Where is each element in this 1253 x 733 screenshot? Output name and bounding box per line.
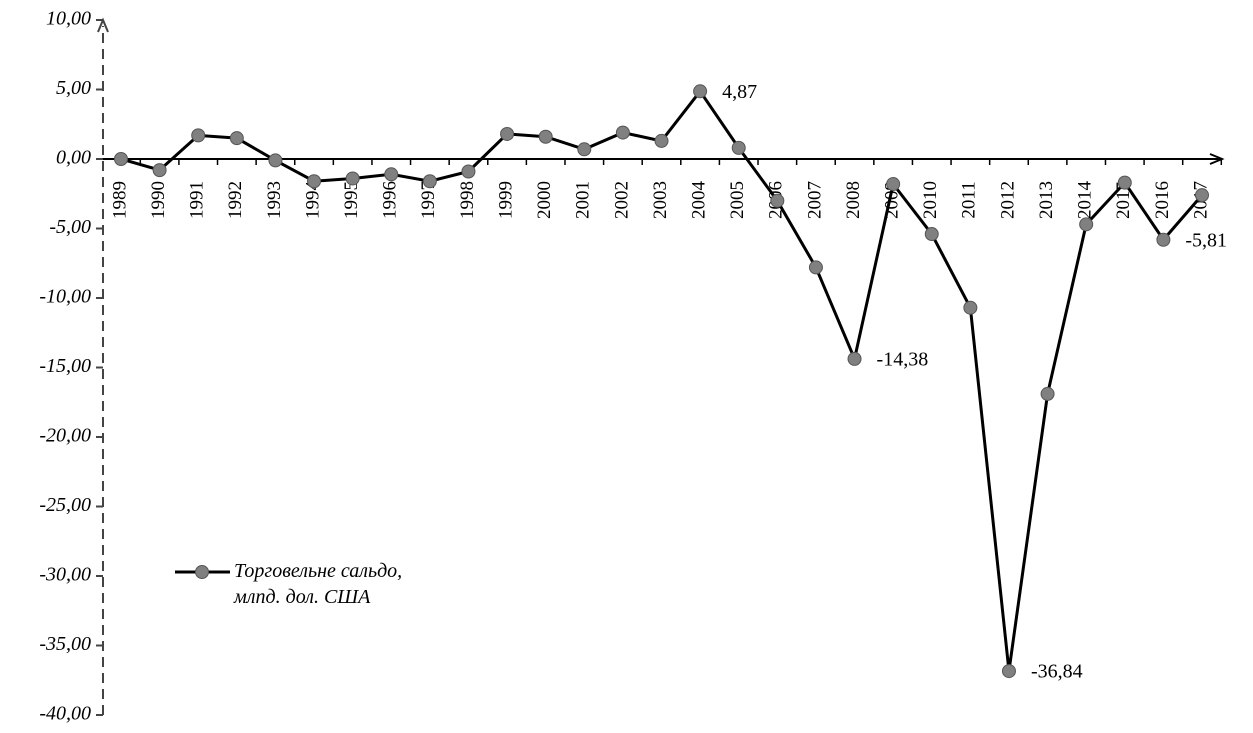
y-tick-label: 10,00	[46, 8, 91, 30]
legend-label: Торговельне сальдо, млпд. дол. США	[234, 560, 403, 608]
x-tick-label: 1997	[418, 181, 439, 219]
x-tick-label: 1990	[148, 181, 169, 219]
x-tick-label: 2003	[650, 181, 671, 219]
point	[191, 128, 206, 143]
point	[1117, 175, 1132, 190]
data-label: -36,84	[1031, 661, 1083, 683]
x-tick-label: 2008	[843, 181, 864, 219]
x-tick-label: 1992	[225, 181, 246, 219]
point	[345, 171, 360, 186]
legend-marker	[195, 565, 209, 579]
point	[1079, 217, 1094, 232]
point	[152, 163, 167, 178]
x-tick-label: 2010	[920, 181, 941, 219]
y-tick-label: -20,00	[39, 425, 91, 447]
point	[1040, 386, 1055, 401]
point	[847, 351, 862, 366]
x-tick-label: 1995	[341, 181, 362, 219]
x-tick-label: 1998	[457, 181, 478, 219]
x-tick-label: 2002	[611, 181, 632, 219]
x-tick-label: 1991	[187, 181, 208, 219]
y-tick-label: -5,00	[49, 216, 91, 238]
x-tick-label: 2016	[1152, 181, 1173, 219]
x-tick-label: 1999	[495, 181, 516, 219]
data-label: -14,38	[877, 348, 929, 370]
x-tick-label: 2000	[534, 181, 555, 219]
point	[808, 260, 823, 275]
point	[615, 125, 630, 140]
point	[654, 133, 669, 148]
point	[924, 227, 939, 242]
y-tick-label: -35,00	[39, 633, 91, 655]
x-tick-label: 2012	[997, 181, 1018, 219]
y-tick-label: -15,00	[39, 355, 91, 377]
point	[500, 126, 515, 141]
point	[422, 174, 437, 189]
point	[461, 164, 476, 179]
point	[886, 177, 901, 192]
point	[114, 152, 128, 166]
point	[1195, 188, 1209, 203]
x-tick-label: 2011	[959, 181, 980, 218]
x-tick-label: 1993	[264, 181, 285, 219]
y-tick-label: -40,00	[39, 703, 91, 725]
x-tick-label: 1989	[109, 181, 130, 219]
point	[1001, 664, 1016, 679]
point	[384, 167, 399, 182]
point	[229, 131, 244, 146]
y-tick-label: -10,00	[39, 286, 91, 308]
point	[1156, 232, 1171, 247]
y-tick-label: 5,00	[56, 77, 91, 99]
x-tick-label: 2004	[688, 181, 709, 220]
data-label: -5,81	[1185, 229, 1227, 251]
x-tick-label: 1996	[380, 181, 401, 219]
point	[693, 84, 708, 99]
point	[963, 300, 978, 315]
point	[577, 142, 592, 157]
x-tick-label: 2005	[727, 181, 748, 219]
point	[268, 153, 283, 168]
x-tick-label: 1994	[302, 181, 323, 220]
x-tick-label: 2014	[1075, 181, 1096, 220]
y-tick-label: 0,00	[56, 147, 91, 169]
x-tick-label: 2013	[1036, 181, 1057, 219]
point	[731, 140, 746, 155]
point	[770, 193, 785, 208]
y-tick-label: -25,00	[39, 494, 91, 516]
x-tick-label: 2001	[573, 181, 594, 219]
y-tick-label: -30,00	[39, 564, 91, 586]
point	[538, 129, 553, 144]
x-tick-label: 2007	[804, 181, 825, 219]
point	[307, 174, 322, 189]
data-label: 4,87	[722, 81, 757, 103]
